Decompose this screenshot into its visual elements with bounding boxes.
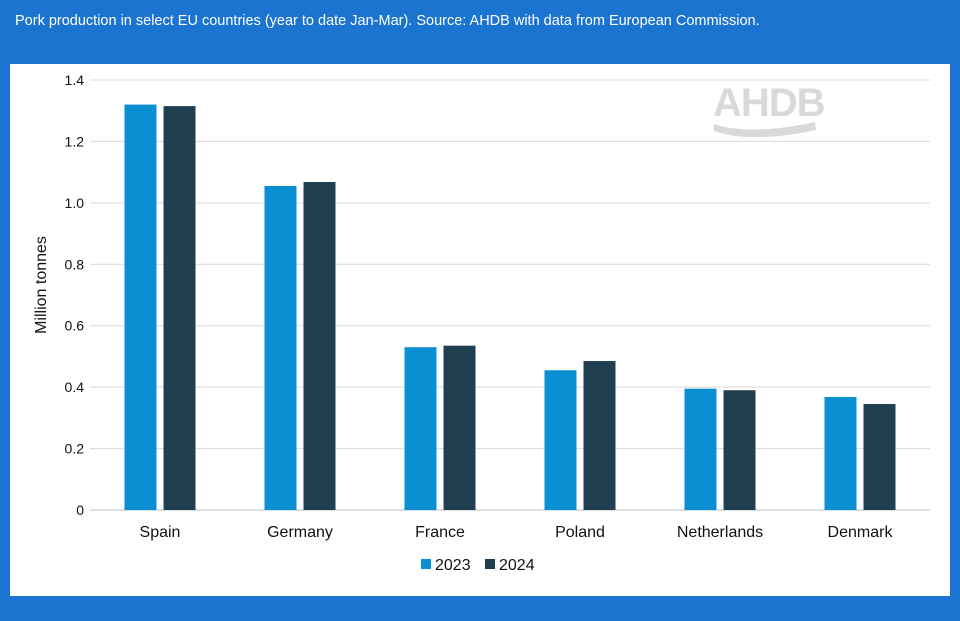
chart-caption: Pork production in select EU countries (… xyxy=(15,13,760,29)
bar-france-2023 xyxy=(404,347,437,510)
chart-panel: 0 0.2 0.4 0.6 0.8 1.0 1.2 1.4 Spain Germany Franc… xyxy=(10,64,950,596)
x-tick-label: Denmark xyxy=(828,524,894,541)
bar-germany-2024 xyxy=(303,181,336,510)
bar-spain-2023 xyxy=(124,104,157,511)
bar-denmark-2023 xyxy=(824,396,857,510)
legend-swatch-2023 xyxy=(421,559,431,569)
bar-spain-2024 xyxy=(163,106,196,510)
y-tick-label: 1.4 xyxy=(65,72,85,88)
y-axis-title: Million tonnes xyxy=(33,236,50,334)
y-axis-ticks: 0 0.2 0.4 0.6 0.8 1.0 1.2 1.4 xyxy=(65,72,85,518)
bars xyxy=(124,104,896,511)
legend-swatch-2024 xyxy=(485,559,495,569)
bar-poland-2023 xyxy=(544,370,577,510)
bar-france-2024 xyxy=(443,345,476,510)
x-tick-label: Poland xyxy=(555,524,605,541)
bar-chart: 0 0.2 0.4 0.6 0.8 1.0 1.2 1.4 Spain Germany Franc… xyxy=(33,72,930,574)
y-tick-label: 0.8 xyxy=(65,256,85,272)
ahdb-logo: AHDB xyxy=(713,81,826,138)
x-tick-label: France xyxy=(415,524,465,541)
y-tick-label: 1.0 xyxy=(65,195,85,211)
ahdb-logo-text: AHDB xyxy=(713,81,825,125)
ahdb-logo-swoosh xyxy=(714,122,816,138)
x-tick-label: Germany xyxy=(267,524,333,541)
legend-label-2023: 2023 xyxy=(435,557,471,574)
legend: 2023 2024 xyxy=(421,557,535,574)
legend-label-2024: 2024 xyxy=(499,557,535,574)
x-tick-label: Netherlands xyxy=(677,524,763,541)
bar-germany-2023 xyxy=(264,185,297,510)
gridlines xyxy=(90,79,930,511)
x-tick-label: Spain xyxy=(140,524,181,541)
bar-netherlands-2024 xyxy=(723,390,756,510)
bar-poland-2024 xyxy=(583,361,616,510)
y-tick-label: 0.6 xyxy=(65,318,85,334)
y-tick-label: 1.2 xyxy=(65,133,85,149)
y-tick-label: 0.2 xyxy=(65,441,85,457)
bar-denmark-2024 xyxy=(863,404,896,510)
bar-netherlands-2023 xyxy=(684,388,717,510)
y-tick-label: 0.4 xyxy=(65,379,85,395)
x-axis-ticks: Spain Germany France Poland Netherlands Denma… xyxy=(140,524,894,541)
y-tick-label: 0 xyxy=(76,502,84,518)
